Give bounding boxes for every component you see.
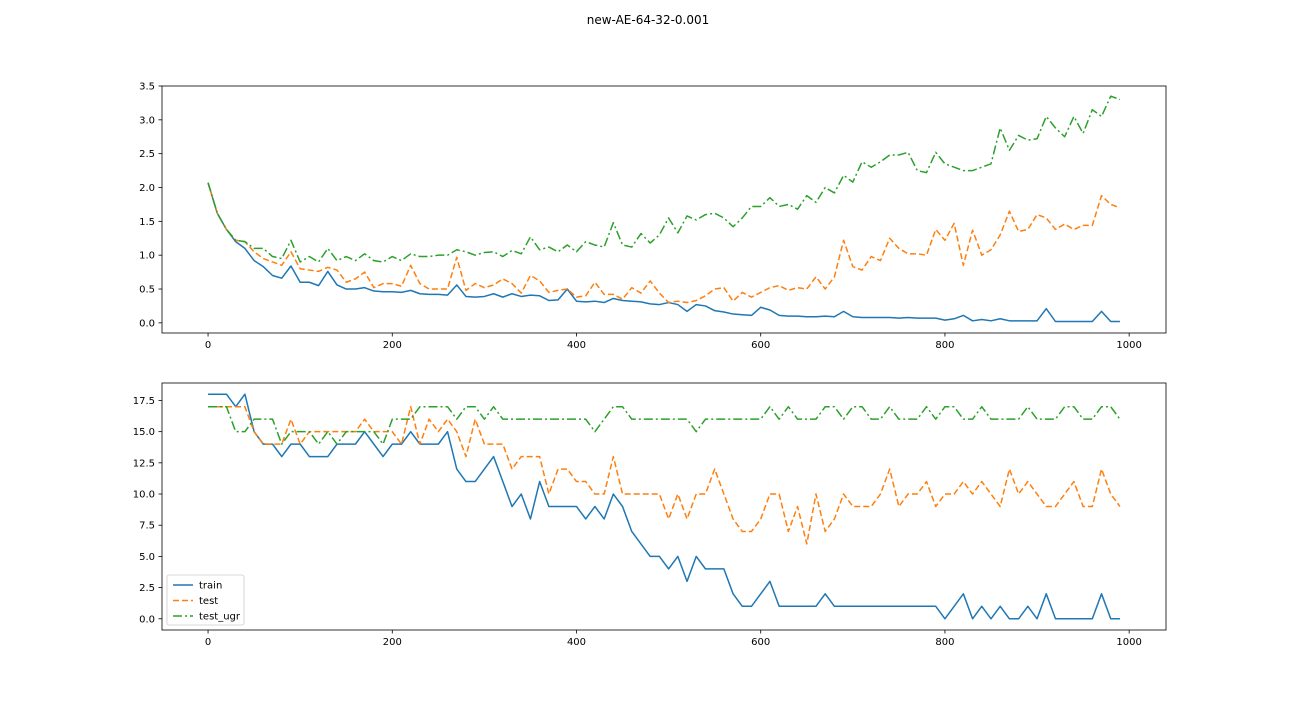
y-tick-label: 1.0 xyxy=(139,251,155,262)
y-tick-label: 1.5 xyxy=(139,217,155,228)
top-subplot: 0 200 400 600 800 1000 0.0 0.5 1.0 1.5 2.0 2.5 3.0 3.… xyxy=(139,82,1167,351)
series-line-test xyxy=(208,405,1121,545)
y-tick-label: 2.5 xyxy=(139,583,155,594)
figure-title: new-AE-64-32-0.001 xyxy=(587,13,710,27)
legend-label-test-ugr: test_ugr xyxy=(199,612,241,623)
y-tick-label: 10.0 xyxy=(133,490,155,501)
x-tick-label: 400 xyxy=(567,340,586,351)
y-tick-label: 12.5 xyxy=(133,458,155,469)
x-tick-label: 800 xyxy=(935,637,954,648)
y-tick-label: 15.0 xyxy=(133,427,155,438)
x-tick-label: 0 xyxy=(205,637,211,648)
y-tick-label: 7.5 xyxy=(139,521,155,532)
legend: train test test_ugr xyxy=(166,574,245,626)
x-tick-label: 200 xyxy=(383,340,402,351)
y-tick-label: 17.5 xyxy=(133,396,155,407)
series-line-train xyxy=(207,182,1120,323)
y-tick-label: 0.5 xyxy=(139,285,155,296)
axes-frame xyxy=(161,85,1167,334)
x-tick-label: 0 xyxy=(205,340,211,351)
x-tick-label: 400 xyxy=(567,637,586,648)
x-tick-label: 200 xyxy=(383,637,402,648)
axes-frame xyxy=(161,382,1167,631)
y-tick-label: 0.0 xyxy=(139,318,155,329)
legend-label-train: train xyxy=(199,581,222,592)
y-tick-label: 2.0 xyxy=(139,183,155,194)
y-tick-label: 3.5 xyxy=(139,82,155,93)
y-tick-label: 3.0 xyxy=(139,115,155,126)
x-tick-label: 600 xyxy=(751,340,770,351)
legend-label-test: test xyxy=(199,596,218,607)
legend-box xyxy=(166,574,245,626)
series-line-test-ugr xyxy=(208,405,1121,445)
y-tick-label: 0.0 xyxy=(139,614,155,625)
series-line-test xyxy=(207,182,1121,304)
x-tick-label: 800 xyxy=(935,340,954,351)
y-tick-label: 2.5 xyxy=(139,149,155,160)
bottom-subplot: 0 200 400 600 800 1000 0.0 2.5 5.0 7.5 10.0 12.5 15.… xyxy=(133,382,1167,648)
x-tick-label: 1000 xyxy=(1116,637,1141,648)
x-tick-label: 600 xyxy=(751,637,770,648)
series-line-train xyxy=(208,393,1120,620)
series-line-test-ugr xyxy=(207,95,1121,263)
x-tick-label: 1000 xyxy=(1116,340,1141,351)
y-tick-label: 5.0 xyxy=(139,552,155,563)
